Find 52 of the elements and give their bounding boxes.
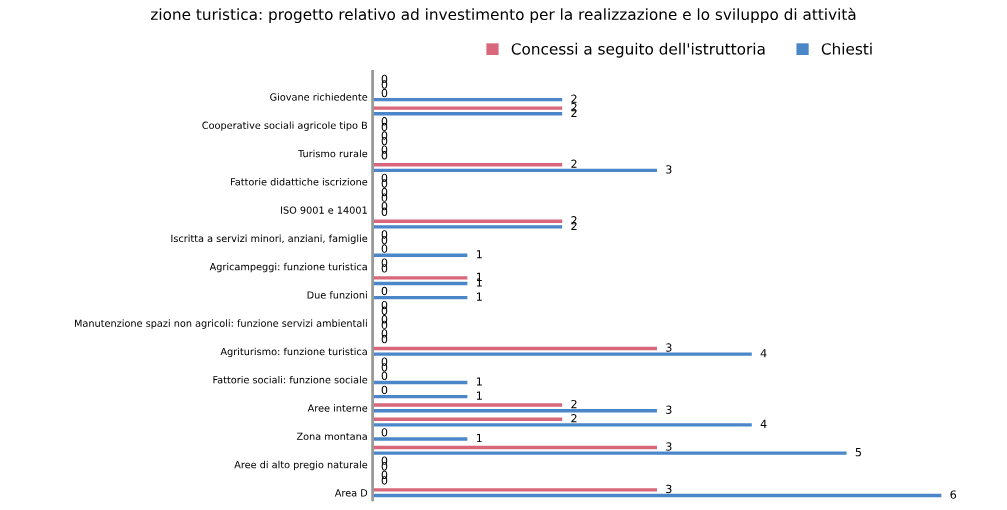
data-label: 1 [476,391,482,400]
bar [372,112,563,116]
legend-label: Concessi a seguito dell'istruttoria [511,42,765,58]
y-tick-label: Zona montana [296,432,367,441]
data-label: 6 [950,490,957,499]
data-label: 2 [571,94,577,103]
bar [372,352,752,356]
data-label: 2 [571,414,577,423]
data-label: 1 [476,433,482,443]
data-label: 0 [381,428,388,437]
y-tick-label: Area D [334,489,368,497]
y-tick-label: Due funzioni [307,291,367,299]
y-tick-label: Iscritta a servizi minori, anziani, famiglie [171,234,368,244]
bar [372,437,468,441]
data-label: 0 [381,88,388,98]
data-label: 2 [571,159,577,168]
bar [372,488,657,492]
data-label: 3 [666,165,672,174]
data-label: 0 [381,385,388,395]
data-label: 1 [476,292,482,301]
y-tick-label: Fattorie didattiche iscrizione [231,177,368,186]
y-tick-label: Fattorie sociali: funzione sociale [213,375,368,384]
data-label: 0 [381,244,388,253]
y-tick-label: Giovane richiedente [270,93,368,101]
y-tick-label: ISO 9001 e 14001 [281,206,367,214]
data-label: 3 [666,343,672,352]
legend-label: Chiesti [821,42,872,55]
bar [372,423,752,427]
y-tick-label: Turismo rurale [298,149,368,158]
y-tick-label: Agriturismo: funzione turistica [220,347,367,358]
data-label: 3 [666,405,672,414]
y-tick-label: Aree interne [307,404,368,412]
y-tick-label: Cooperative sociali agricole tipo B [202,121,368,131]
data-label: 1 [476,250,482,259]
bar [372,451,847,455]
bar [372,276,468,280]
y-tick-label: Agricampeggi: funzione turistica [209,262,367,273]
bar [372,225,563,229]
bar [372,403,563,407]
data-label: 3 [666,484,672,494]
data-label: 2 [571,399,577,409]
data-label: 4 [760,349,767,358]
bar [372,106,563,110]
data-label: 3 [666,442,672,451]
data-label: 1 [476,377,482,386]
data-label: 0 [381,286,388,296]
y-tick-label: Manutenzione spazi non agricoli: funzione servizi ambientali [74,319,367,329]
data-label: 4 [760,419,767,428]
data-label: 5 [855,448,861,457]
data-label: 0 [381,371,388,381]
y-tick-label: Aree di alto pregio naturale [234,460,368,471]
chart-title: zione turistica: progetto relativo ad investimento per la realizzazione e lo sviluppo di attività [150,7,856,24]
